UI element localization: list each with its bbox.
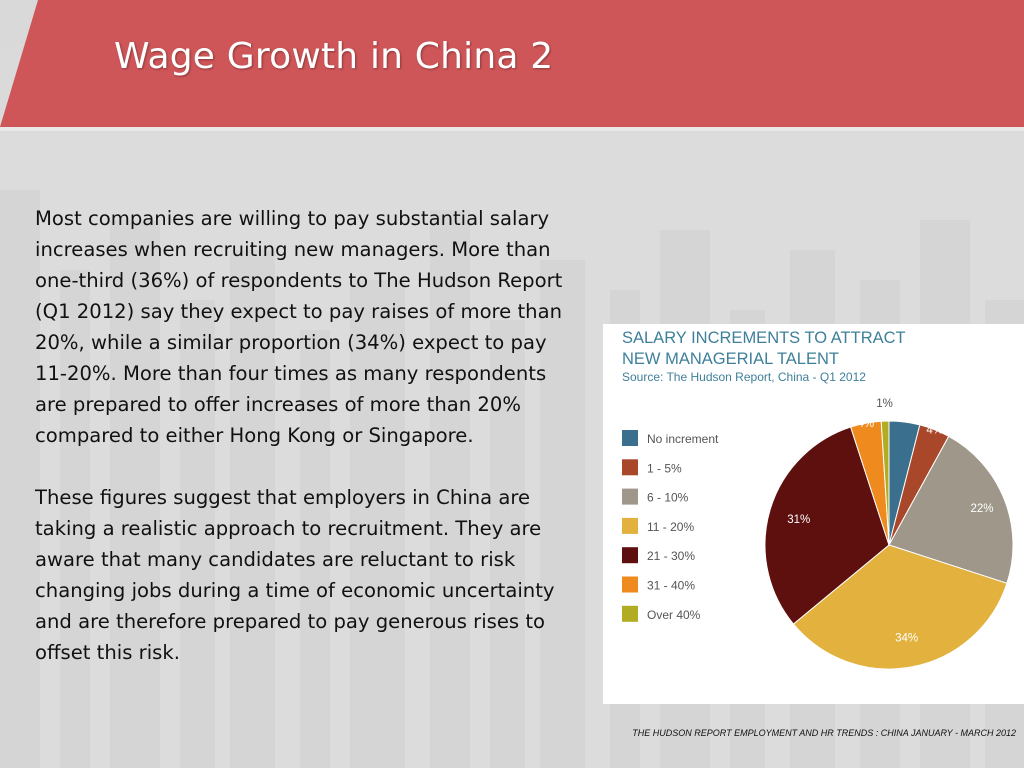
pie-slice-7 [880,420,890,546]
chart-source: Source: The Hudson Report, China - Q1 20… [622,370,866,384]
pie-label-3: 22% [970,503,993,515]
pie-label-4: 34% [895,632,918,644]
pie-labels: 4%4%22%34%31%4%1% [787,398,993,644]
paragraph-1: Most companies are willing to pay substa… [35,207,563,447]
legend-label-6: 31 - 40% [647,579,695,593]
legend-label-5: 21 - 30% [647,549,695,563]
pie-slices [764,420,1014,670]
paragraph-2: These figures suggest that employers in … [35,486,555,664]
pie-label-2: 4% [926,425,943,437]
legend-label-1: No increment [647,432,719,446]
pie-slice-5 [764,426,890,625]
legend-swatch-3 [622,488,638,505]
slide-title: Wage Growth in China 2 [114,36,554,77]
legend-swatch-1 [622,430,638,446]
pie-label-1: 4% [898,405,915,417]
pie-label-7: 1% [876,398,893,410]
legend-label-2: 1 - 5% [647,461,682,475]
pie-slice-4 [792,544,1008,670]
pie-label-6: 4% [857,418,874,430]
legend-label-7: Over 40% [647,608,701,622]
footer-source: THE HUDSON REPORT EMPLOYMENT AND HR TREN… [632,728,1016,738]
pie-label-5: 31% [787,514,810,526]
legend-label-3: 6 - 10% [647,491,689,505]
pie-chart: SALARY INCREMENTS TO ATTRACT NEW MANAGER… [622,329,1014,670]
pie-chart-panel: SALARY INCREMENTS TO ATTRACT NEW MANAGER… [603,324,1024,704]
chart-title-line-1: SALARY INCREMENTS TO ATTRACT [622,329,906,347]
body-text: Most companies are willing to pay substa… [35,203,575,699]
legend-label-4: 11 - 20% [647,520,694,534]
title-bar [0,0,1024,131]
legend-swatch-6 [622,576,638,593]
legend-swatch-4 [622,517,638,534]
pie-slice-3 [888,435,1014,584]
legend-swatch-5 [622,547,638,564]
chart-legend: No increment 1 - 5% 6 - 10% 11 - 20% 21 - 30… [622,430,719,622]
chart-title-line-2: NEW MANAGERIAL TALENT [622,350,839,368]
legend-swatch-2 [622,459,638,476]
legend-swatch-7 [622,605,638,622]
